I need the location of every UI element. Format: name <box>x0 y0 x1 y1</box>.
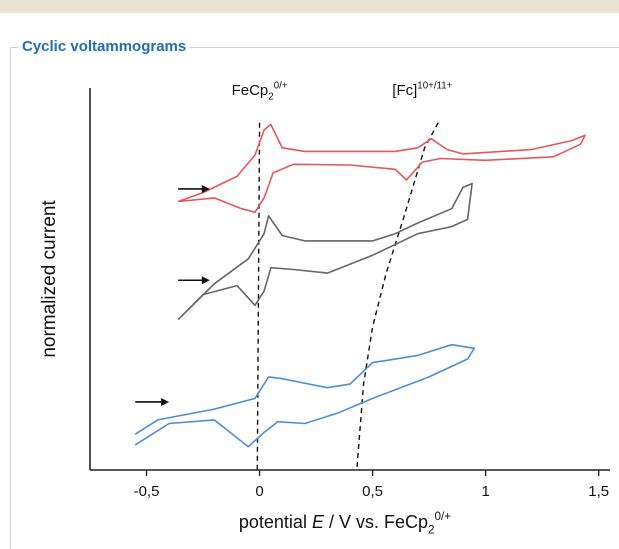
x-tick-label: 0 <box>255 483 263 500</box>
dashed-guide-line <box>356 122 439 471</box>
panel-frame-top <box>10 47 619 48</box>
dashed-guide-line <box>256 122 261 471</box>
y-axis-label: normalized current <box>39 200 60 358</box>
top-bar <box>0 0 619 13</box>
cv-curve-1 <box>177 123 586 213</box>
panel-frame-left <box>10 47 11 549</box>
cv-curve-2 <box>177 182 473 321</box>
annotation-fc: [Fc]10+/11+ <box>392 80 452 99</box>
panel-title: Cyclic voltammograms <box>18 37 191 57</box>
x-tick-label: 1 <box>481 483 489 500</box>
x-axis-label: potential E / V vs. FeCp20/+ <box>239 510 451 537</box>
sweep-arrowhead-2 <box>201 276 210 285</box>
sweep-arrowhead-1 <box>201 184 210 193</box>
sweep-arrowhead-3 <box>161 397 170 406</box>
x-tick-label: 1,5 <box>588 483 609 500</box>
cv-curve-3 <box>134 343 476 448</box>
x-tick-label: 0,5 <box>362 483 383 500</box>
x-tick-label: -0,5 <box>134 483 160 500</box>
annotation-fecp2: FeCp20/+ <box>232 80 288 102</box>
